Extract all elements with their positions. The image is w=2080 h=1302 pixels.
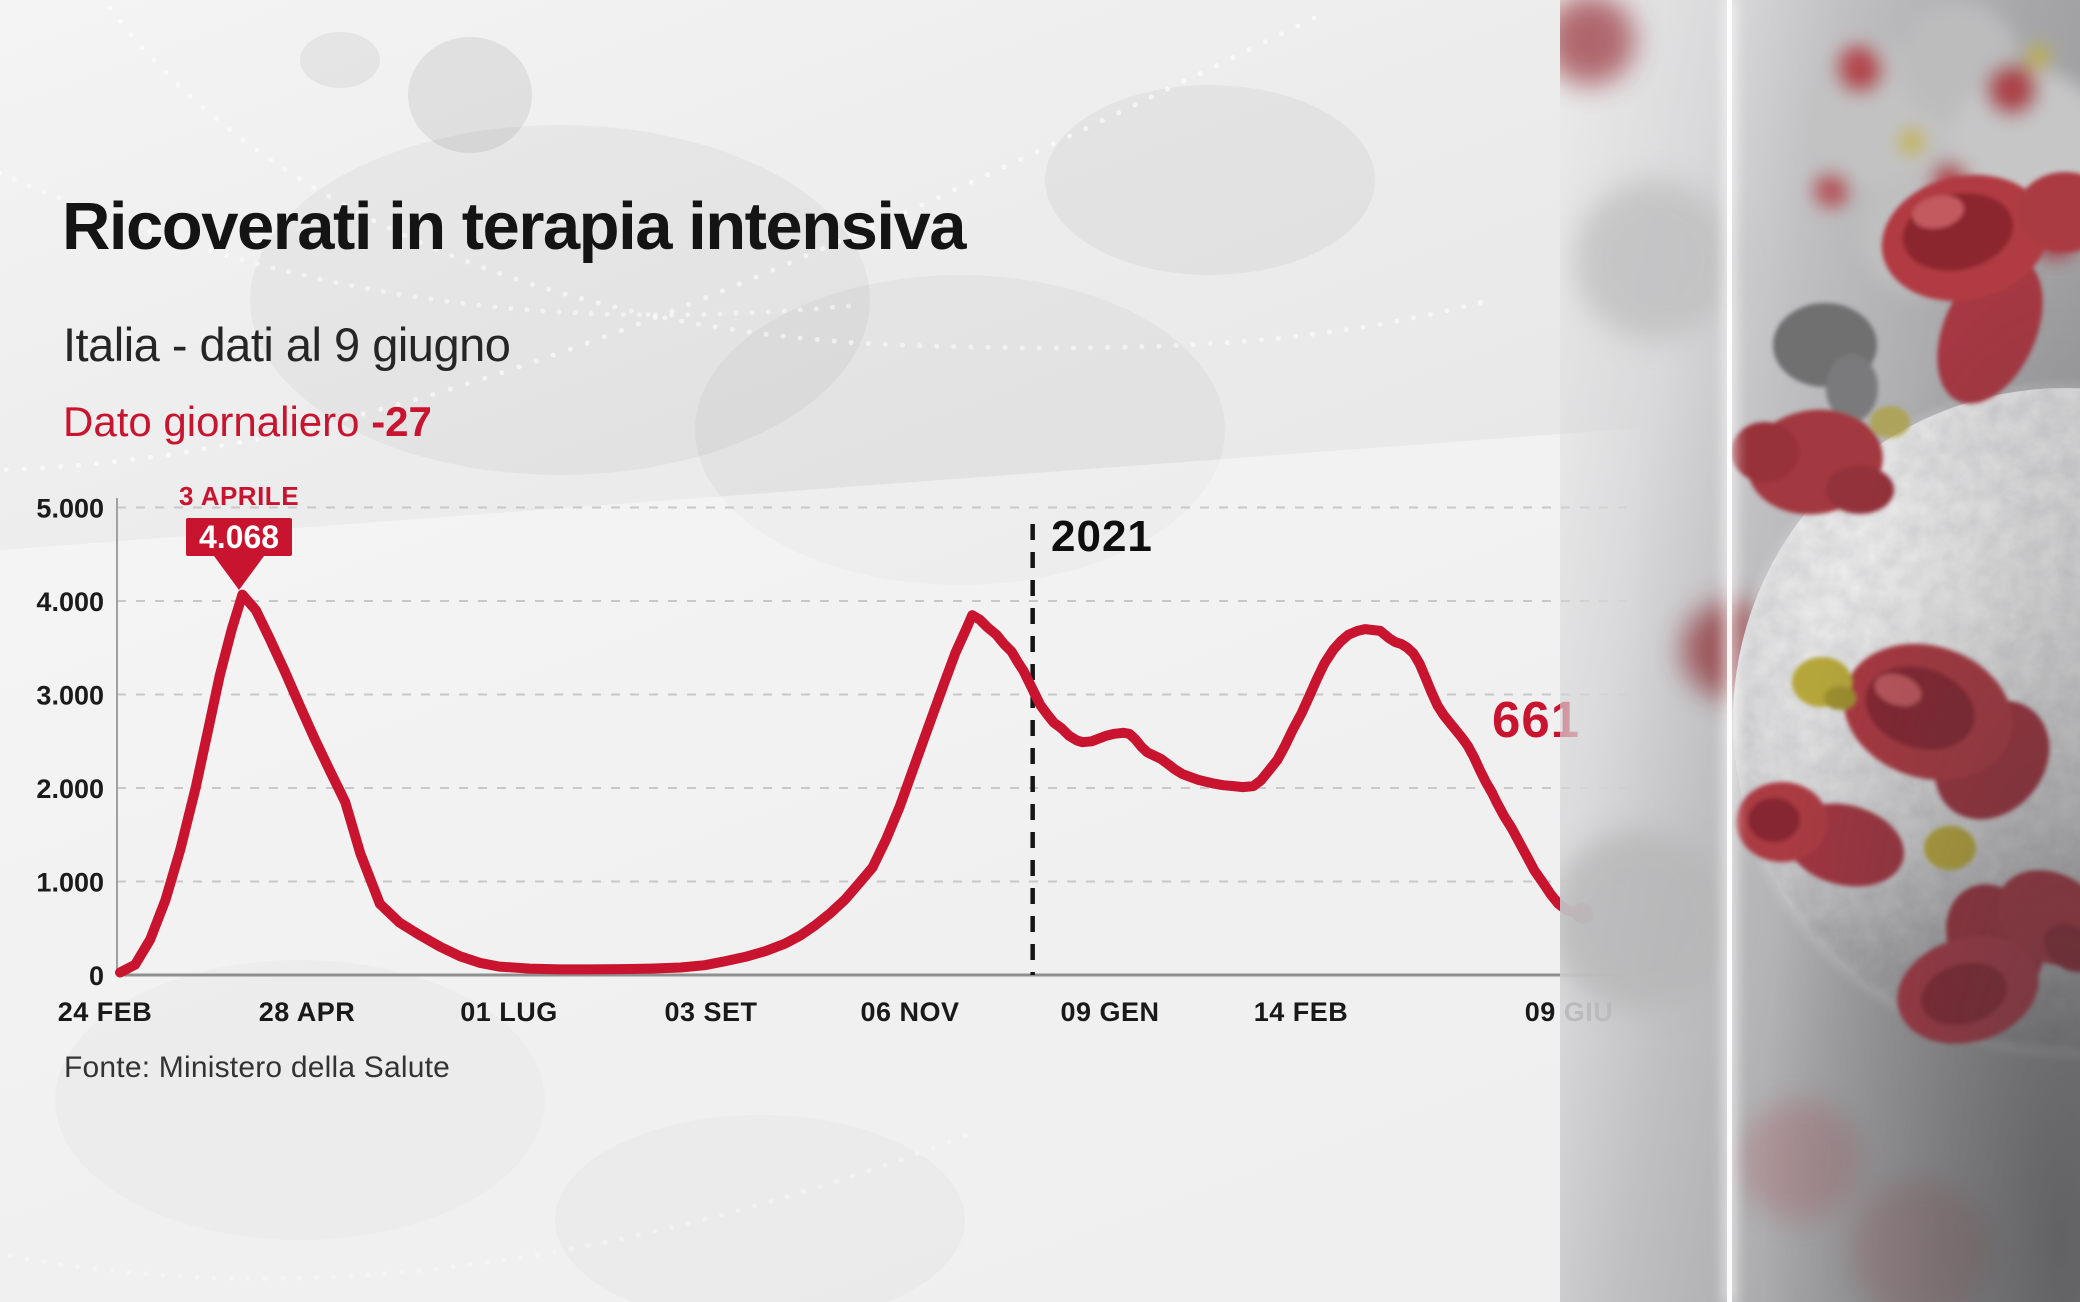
virus-panel-shadow xyxy=(1680,0,2080,1302)
y-tick-label: 0 xyxy=(89,961,104,991)
year-divider-label: 2021 xyxy=(1051,512,1153,561)
x-tick-label: 03 SET xyxy=(664,997,758,1027)
daily-delta-value: -27 xyxy=(371,398,432,445)
y-tick-label: 4.000 xyxy=(36,587,104,617)
data-line xyxy=(115,589,1588,978)
page-subtitle: Italia - dati al 9 giugno xyxy=(63,318,511,371)
panel-divider-seam xyxy=(1727,0,1732,1302)
x-tick-label: 14 FEB xyxy=(1253,997,1349,1027)
daily-delta: Dato giornaliero -27 xyxy=(63,398,432,446)
x-tick-label: 28 APR xyxy=(258,997,356,1027)
peak-value-badge: 4.068 xyxy=(186,518,292,556)
y-tick-label: 3.000 xyxy=(36,681,104,711)
peak-date-label: 3 APRILE xyxy=(178,481,300,511)
world-map-watermark xyxy=(300,32,1375,1302)
source-caption: Fonte: Ministero della Salute xyxy=(64,1051,451,1084)
dotted-network-arcs xyxy=(0,0,1490,1279)
x-tick-label: 06 NOV xyxy=(860,997,960,1027)
line-chart: 0 1.000 2.000 3.000 4.000 5.000 xyxy=(36,494,1628,991)
page-title: Ricoverati in terapia intensiva xyxy=(62,189,967,264)
x-tick-label: 01 LUG xyxy=(460,997,558,1027)
daily-delta-label: Dato giornaliero xyxy=(63,398,360,445)
light-wedge xyxy=(0,428,1640,1302)
peak-pointer-triangle-icon xyxy=(214,556,264,590)
virus-photo-panel xyxy=(1560,0,2080,1302)
x-tick-label: 24 FEB xyxy=(57,997,153,1027)
y-tick-label: 2.000 xyxy=(36,774,104,804)
y-tick-label: 5.000 xyxy=(36,494,104,524)
x-tick-label: 09 GEN xyxy=(1060,997,1160,1027)
y-tick-label: 1.000 xyxy=(36,868,104,898)
